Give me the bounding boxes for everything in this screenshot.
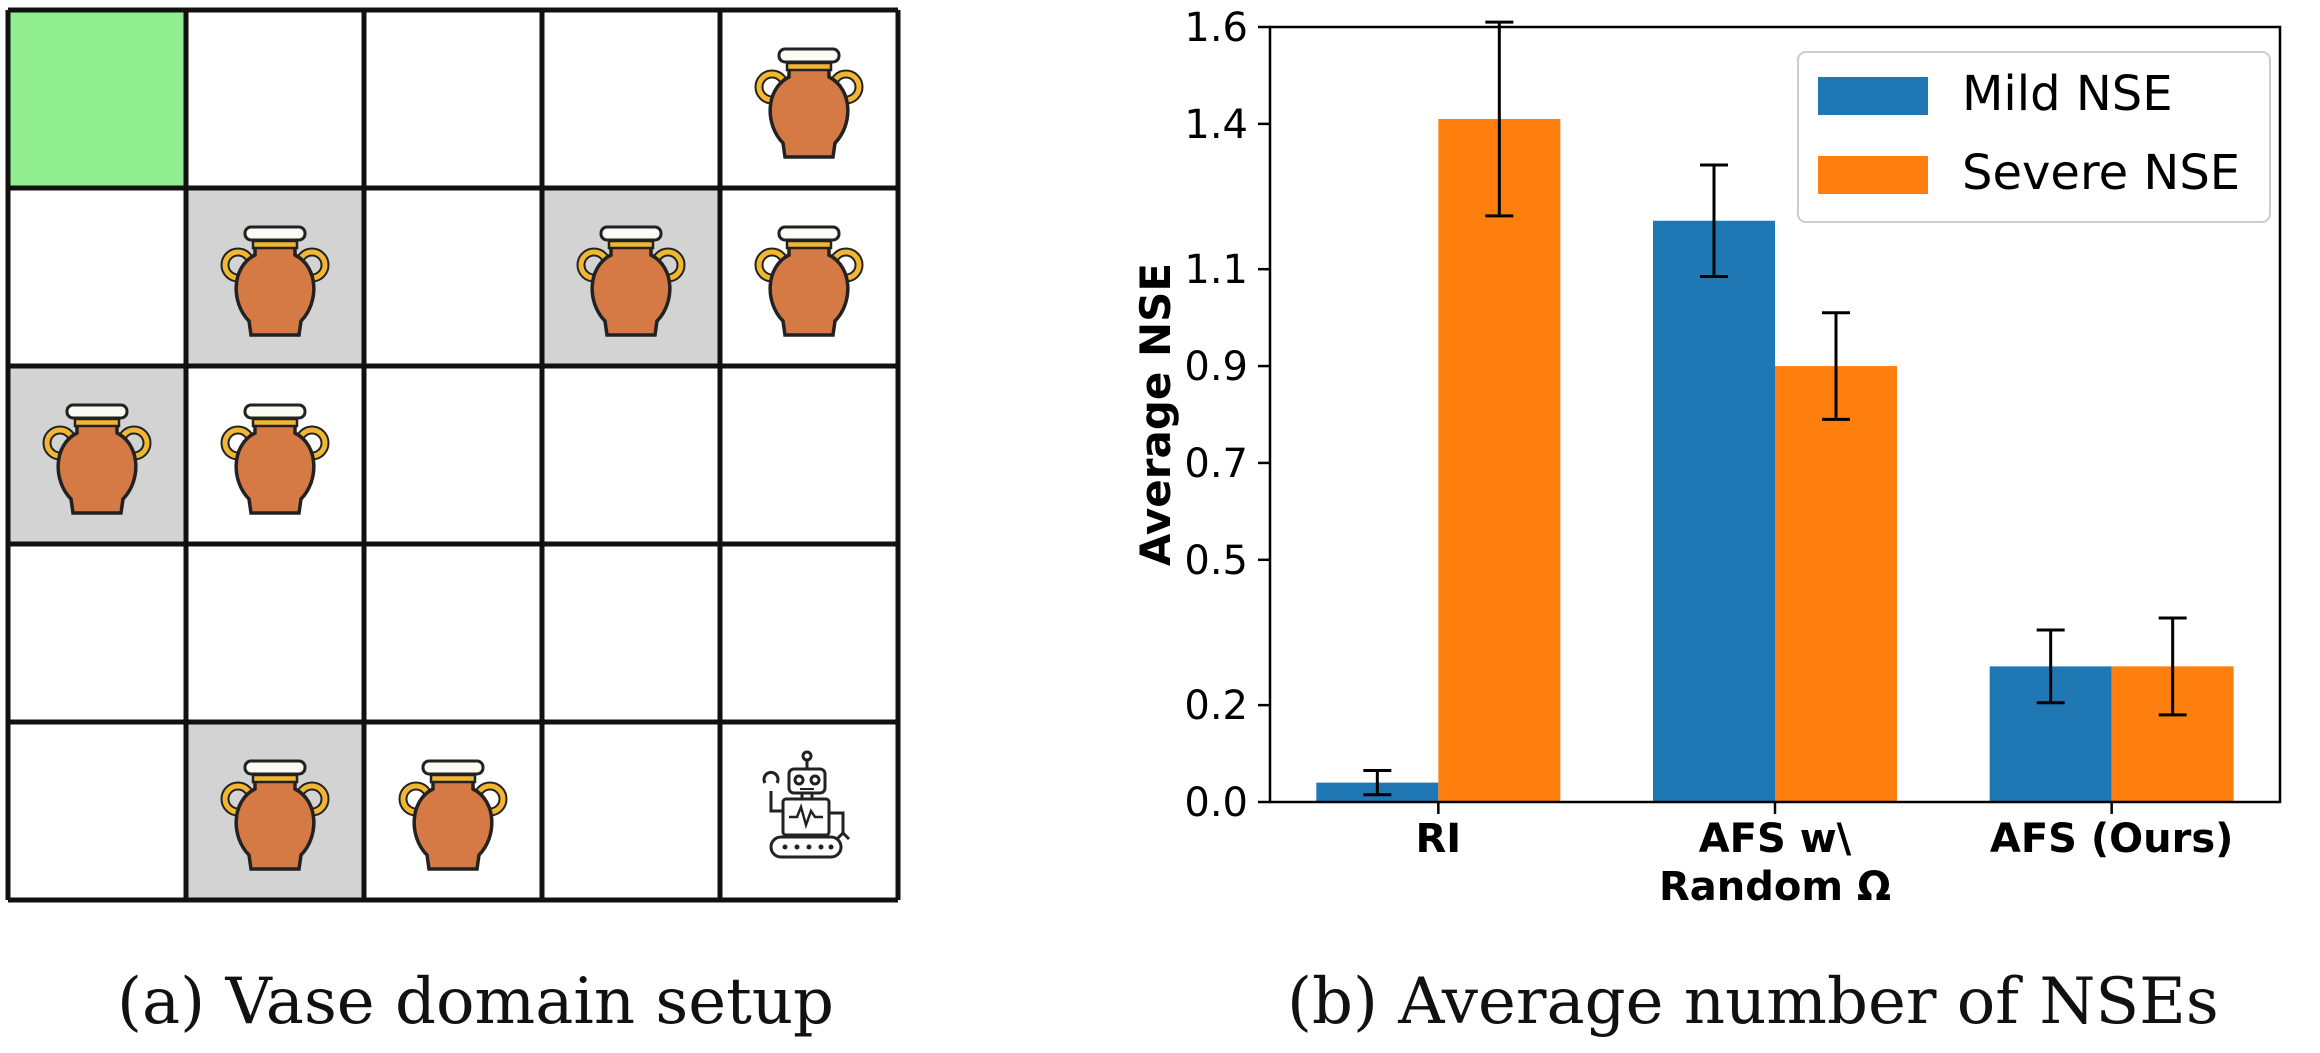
bar-severe-nse-1 <box>1775 366 1897 802</box>
grid-cell-0-0-goal <box>8 10 186 188</box>
grid-cell-0-1 <box>186 10 364 188</box>
plot-frame <box>1268 25 2282 804</box>
error-bar <box>1822 311 1850 421</box>
vase-icon <box>42 403 152 515</box>
vase-icon <box>576 225 686 337</box>
robot-icon <box>762 750 851 859</box>
caption-a: (a) Vase domain setup <box>117 965 834 1039</box>
bar-severe-nse-0 <box>1438 119 1561 802</box>
error-bar <box>1485 20 1514 218</box>
x-tick-label: RI <box>1415 816 1461 862</box>
error-bar <box>2036 628 2065 705</box>
caption-b: (b) Average number of NSEs <box>1287 965 2219 1039</box>
grid-cell-2-4 <box>720 366 898 544</box>
legend-swatch <box>1818 156 1928 194</box>
y-tick-label: 0.7 <box>1184 441 1248 487</box>
bar-mild-nse-1 <box>1653 220 1775 802</box>
vase-icon <box>398 759 508 871</box>
grid-cell-3-4 <box>720 544 898 722</box>
grid-cell-2-2 <box>364 366 542 544</box>
grid-cell-0-3 <box>542 10 720 188</box>
grid-cell-4-3 <box>542 722 720 900</box>
legend-swatch <box>1818 77 1928 115</box>
error-bar <box>1363 769 1392 797</box>
average-nse-chart: RI AFS w\ Random Ω AFS (Ours) 0.0 0.2 0.5 0.7 0.… <box>1090 0 2320 920</box>
vase-icon <box>754 47 864 159</box>
grid-cell-3-2 <box>364 544 542 722</box>
legend-label: Mild NSE <box>1962 66 2173 122</box>
grid-cell-3-1 <box>186 544 364 722</box>
grid-cell-2-3 <box>542 366 720 544</box>
gridworld-svg <box>5 7 901 903</box>
y-tick-label: 1.1 <box>1184 247 1248 293</box>
vase-icon <box>220 759 330 871</box>
grid-cell-0-2 <box>364 10 542 188</box>
x-tick-label: AFS w\ <box>1699 816 1852 862</box>
y-tick-label: 0.0 <box>1184 780 1248 826</box>
y-tick-label: 0.9 <box>1184 344 1248 390</box>
y-tick-label: 0.2 <box>1184 683 1248 729</box>
x-tick-label: Random Ω <box>1659 864 1891 910</box>
bar-chart-svg: RI AFS w\Random Ω AFS (Ours) 0.0 0.2 0.5 0.7 0.… <box>1131 5 2282 910</box>
legend-label: Severe NSE <box>1962 145 2240 201</box>
grid-cell-1-2 <box>364 188 542 366</box>
legend: Mild NSE Severe NSE <box>1797 51 2271 223</box>
y-tick-label: 0.5 <box>1184 538 1248 584</box>
x-tick-label: AFS (Ours) <box>1990 816 2234 862</box>
grid-cell-1-0 <box>8 188 186 366</box>
vase-domain-grid <box>0 0 910 910</box>
grid-cell-3-3 <box>542 544 720 722</box>
y-axis-label: Average NSE <box>1131 263 1180 566</box>
vase-icon <box>220 403 330 515</box>
error-bar <box>2158 616 2187 717</box>
y-tick-label: 1.4 <box>1184 102 1248 148</box>
y-tick-label: 1.6 <box>1184 5 1248 51</box>
grid-cell-3-0 <box>8 544 186 722</box>
vase-icon <box>754 225 864 337</box>
vase-icon <box>220 225 330 337</box>
error-bar <box>1700 163 1728 278</box>
grid-cell-4-0 <box>8 722 186 900</box>
